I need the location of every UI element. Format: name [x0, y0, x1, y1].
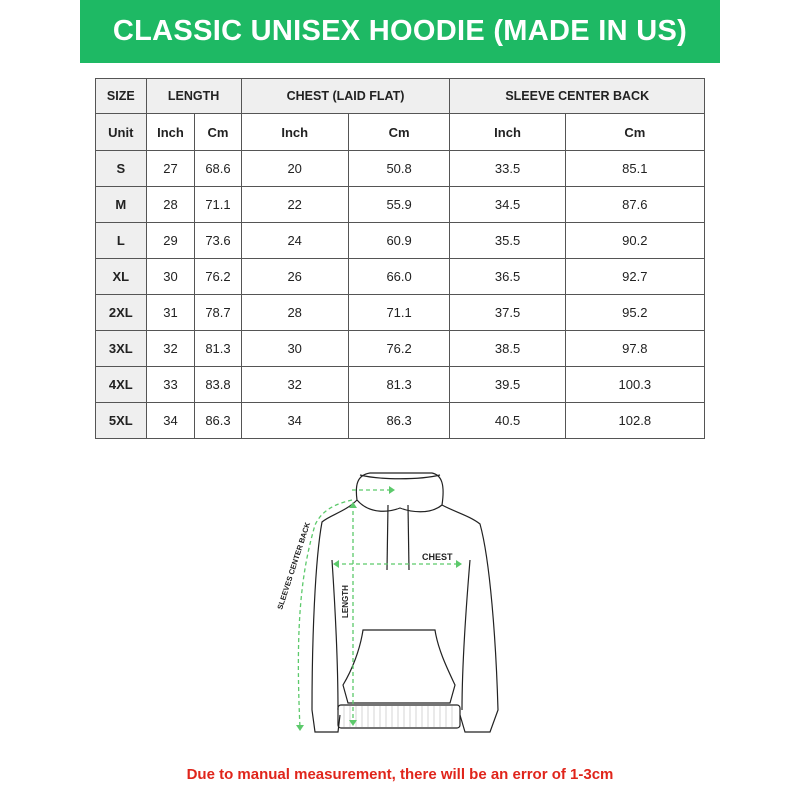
size-cell: S — [95, 150, 147, 187]
value-cell: 50.8 — [347, 150, 451, 187]
unit-cell: Cm — [564, 113, 706, 151]
header-row: SIZE LENGTH CHEST (LAID FLAT) SLEEVE CEN… — [95, 78, 705, 114]
value-cell: 100.3 — [564, 366, 706, 403]
length-label: LENGTH — [341, 585, 350, 618]
header-sleeve: SLEEVE CENTER BACK — [449, 78, 705, 114]
value-cell: 78.7 — [194, 294, 242, 331]
unit-cell: Cm — [194, 113, 242, 151]
sleeve-measure-line — [297, 499, 353, 729]
unit-row: Unit Inch Cm Inch Cm Inch Cm — [95, 113, 706, 151]
value-cell: 27 — [145, 150, 196, 187]
value-cell: 26 — [240, 258, 349, 295]
header-chest: CHEST (LAID FLAT) — [240, 78, 451, 114]
value-cell: 37.5 — [449, 294, 566, 331]
table-row: 2XL 31 78.7 28 71.1 37.5 95.2 — [95, 294, 706, 331]
value-cell: 24 — [240, 222, 349, 259]
value-cell: 85.1 — [564, 150, 706, 187]
header-size: SIZE — [95, 78, 147, 114]
sleeve-label: SLEEVES CENTER BACK — [275, 520, 312, 610]
value-cell: 66.0 — [347, 258, 451, 295]
value-cell: 40.5 — [449, 402, 566, 439]
value-cell: 68.6 — [194, 150, 242, 187]
value-cell: 32 — [145, 330, 196, 367]
hoodie-outline — [311, 472, 499, 733]
value-cell: 33 — [145, 366, 196, 403]
value-cell: 71.1 — [194, 186, 242, 223]
value-cell: 36.5 — [449, 258, 566, 295]
hoodie-diagram: CHEST LENGTH SLEEVES CENTER BACK — [275, 472, 499, 733]
table-row: S 27 68.6 20 50.8 33.5 85.1 — [95, 150, 706, 187]
size-cell: 5XL — [95, 402, 147, 439]
value-cell: 39.5 — [449, 366, 566, 403]
table-row: 4XL 33 83.8 32 81.3 39.5 100.3 — [95, 366, 706, 403]
value-cell: 87.6 — [564, 186, 706, 223]
header-length: LENGTH — [145, 78, 242, 114]
chest-label: CHEST — [422, 552, 453, 562]
value-cell: 32 — [240, 366, 349, 403]
value-cell: 71.1 — [347, 294, 451, 331]
value-cell: 86.3 — [194, 402, 242, 439]
value-cell: 60.9 — [347, 222, 451, 259]
value-cell: 97.8 — [564, 330, 706, 367]
value-cell: 83.8 — [194, 366, 242, 403]
value-cell: 81.3 — [347, 366, 451, 403]
size-cell: 2XL — [95, 294, 147, 331]
value-cell: 22 — [240, 186, 349, 223]
value-cell: 90.2 — [564, 222, 706, 259]
measure-lines — [297, 489, 460, 729]
value-cell: 29 — [145, 222, 196, 259]
table-row: 3XL 32 81.3 30 76.2 38.5 97.8 — [95, 330, 706, 367]
unit-cell: Cm — [347, 113, 451, 151]
value-cell: 95.2 — [564, 294, 706, 331]
value-cell: 102.8 — [564, 402, 706, 439]
value-cell: 86.3 — [347, 402, 451, 439]
value-cell: 31 — [145, 294, 196, 331]
size-cell: 3XL — [95, 330, 147, 367]
unit-cell: Inch — [145, 113, 196, 151]
value-cell: 28 — [145, 186, 196, 223]
measurement-note: Due to manual measurement, there will be… — [186, 766, 614, 783]
value-cell: 28 — [240, 294, 349, 331]
value-cell: 35.5 — [449, 222, 566, 259]
value-cell: 30 — [240, 330, 349, 367]
value-cell: 34 — [240, 402, 349, 439]
size-cell: M — [95, 186, 147, 223]
value-cell: 34 — [145, 402, 196, 439]
value-cell: 20 — [240, 150, 349, 187]
value-cell: 76.2 — [347, 330, 451, 367]
value-cell: 33.5 — [449, 150, 566, 187]
unit-cell: Unit — [95, 113, 147, 151]
value-cell: 76.2 — [194, 258, 242, 295]
title-banner: CLASSIC UNISEX HOODIE (MADE IN US) — [80, 0, 720, 63]
size-chart-table: SIZE LENGTH CHEST (LAID FLAT) SLEEVE CEN… — [95, 78, 706, 439]
table-row: XL 30 76.2 26 66.0 36.5 92.7 — [95, 258, 706, 295]
arrow-heads — [296, 486, 462, 731]
table-row: M 28 71.1 22 55.9 34.5 87.6 — [95, 186, 706, 223]
table-row: L 29 73.6 24 60.9 35.5 90.2 — [95, 222, 706, 259]
value-cell: 92.7 — [564, 258, 706, 295]
cuff-ribbing — [343, 706, 453, 727]
value-cell: 73.6 — [194, 222, 242, 259]
table-row: 5XL 34 86.3 34 86.3 40.5 102.8 — [95, 402, 706, 439]
value-cell: 30 — [145, 258, 196, 295]
unit-cell: Inch — [449, 113, 566, 151]
size-cell: L — [95, 222, 147, 259]
value-cell: 81.3 — [194, 330, 242, 367]
value-cell: 55.9 — [347, 186, 451, 223]
value-cell: 34.5 — [449, 186, 566, 223]
size-cell: XL — [95, 258, 147, 295]
value-cell: 38.5 — [449, 330, 566, 367]
page-title: CLASSIC UNISEX HOODIE (MADE IN US) — [112, 15, 688, 47]
size-cell: 4XL — [95, 366, 147, 403]
unit-cell: Inch — [240, 113, 349, 151]
